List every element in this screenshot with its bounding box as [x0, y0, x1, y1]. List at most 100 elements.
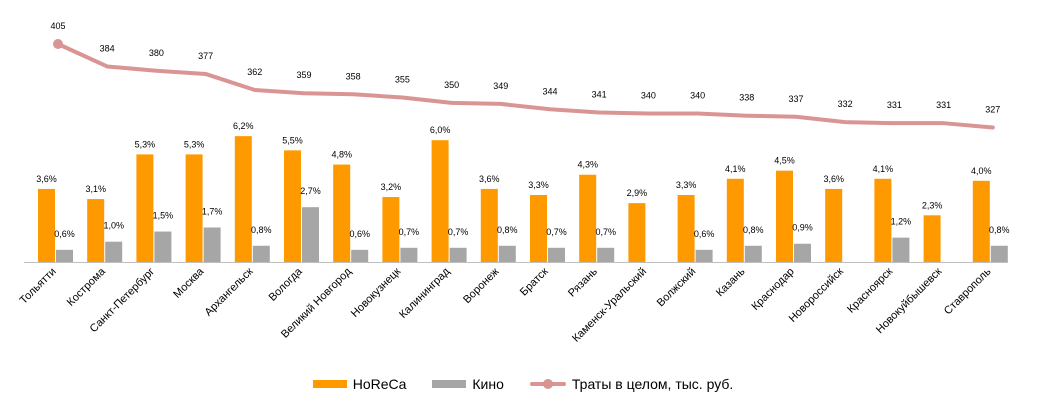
- data-label-horeca: 4,1%: [873, 164, 894, 174]
- data-label-horeca: 6,0%: [430, 125, 451, 135]
- data-label-kino: 0,6%: [54, 229, 75, 239]
- bar-kino: [498, 245, 516, 262]
- data-label-horeca: 3,2%: [381, 182, 402, 192]
- data-label-total: 337: [788, 94, 803, 104]
- legend-label-kino: Кино: [472, 376, 504, 392]
- bar-horeca: [431, 140, 449, 262]
- data-label-horeca: 3,6%: [479, 174, 500, 184]
- bar-horeca: [677, 195, 695, 262]
- data-label-total: 327: [985, 104, 1000, 114]
- data-label-horeca: 3,3%: [528, 180, 549, 190]
- bar-horeca: [726, 178, 744, 262]
- bar-horeca: [333, 164, 351, 262]
- bar-kino: [252, 245, 270, 262]
- data-label-kino: 0,7%: [546, 227, 567, 237]
- data-label-horeca: 2,3%: [922, 200, 943, 210]
- bar-kino: [56, 249, 73, 262]
- legend-item-total: Траты в целом, тыс. руб.: [529, 376, 734, 392]
- data-label-kino: 0,9%: [792, 223, 813, 233]
- data-label-kino: 0,7%: [448, 227, 469, 237]
- bar-horeca: [480, 188, 498, 262]
- bar-kino: [400, 247, 418, 262]
- data-label-horeca: 5,3%: [135, 139, 156, 149]
- data-label-total: 338: [739, 93, 754, 103]
- legend-swatch-horeca: [312, 380, 347, 388]
- bar-kino: [449, 247, 467, 262]
- data-label-horeca: 2,9%: [627, 188, 648, 198]
- bar-kino: [203, 227, 221, 262]
- data-label-kino: 0,6%: [349, 229, 370, 239]
- bar-horeca: [825, 188, 843, 262]
- bar-horeca: [136, 154, 154, 262]
- category-tick-label: Архангельск: [203, 266, 256, 319]
- category-tick-label: Красноярск: [845, 266, 895, 316]
- data-label-total: 349: [493, 81, 508, 91]
- data-label-total: 331: [936, 100, 951, 110]
- data-label-horeca: 4,3%: [577, 160, 598, 170]
- data-label-total: 331: [887, 100, 902, 110]
- legend-label-total: Траты в целом, тыс. руб.: [571, 376, 734, 392]
- data-label-kino: 0,8%: [251, 225, 272, 235]
- data-label-total: 358: [346, 71, 361, 81]
- data-label-horeca: 4,8%: [331, 150, 352, 160]
- data-label-kino: 0,8%: [989, 225, 1010, 235]
- legend-item-horeca: HoReCa: [312, 376, 406, 392]
- data-label-horeca: 4,0%: [971, 166, 992, 176]
- data-label-total: 341: [592, 89, 607, 99]
- category-tick-label: Казань: [714, 265, 748, 299]
- legend-swatch-total: [529, 379, 566, 389]
- bar-horeca: [530, 195, 547, 262]
- data-label-kino: 0,6%: [694, 229, 715, 239]
- category-tick-label: Тольятти: [18, 266, 59, 307]
- category-tick-label: Братск: [518, 266, 551, 299]
- data-label-total: 380: [149, 48, 164, 58]
- category-tick-label: Воронеж: [461, 265, 502, 306]
- data-label-kino: 0,7%: [399, 227, 420, 237]
- bar-kino: [744, 245, 762, 262]
- bar-horeca: [185, 154, 203, 262]
- bar-horeca: [776, 170, 793, 262]
- data-label-total: 384: [100, 43, 115, 53]
- bar-kino: [794, 243, 811, 262]
- bar-kino: [548, 247, 565, 262]
- data-label-kino: 1,7%: [202, 206, 223, 216]
- bar-kino: [302, 207, 319, 262]
- data-label-horeca: 3,6%: [36, 174, 57, 184]
- data-label-total: 350: [444, 80, 459, 90]
- data-label-horeca: 4,5%: [774, 156, 795, 166]
- data-label-horeca: 6,2%: [233, 121, 254, 131]
- data-label-kino: 0,8%: [743, 225, 764, 235]
- data-label-total: 362: [247, 67, 262, 77]
- legend: HoReCa Кино Траты в целом, тыс. руб.: [0, 372, 1046, 396]
- data-label-horeca: 3,6%: [823, 174, 844, 184]
- category-tick-label: Москва: [171, 265, 207, 301]
- bar-kino: [695, 249, 713, 262]
- category-tick-label: Кострома: [65, 265, 109, 309]
- bar-kino: [105, 241, 123, 262]
- bar-kino: [351, 249, 369, 262]
- category-tick-label: Новокузнецк: [349, 266, 403, 320]
- bar-horeca: [972, 180, 990, 262]
- data-label-kino: 0,7%: [595, 227, 616, 237]
- data-label-kino: 1,0%: [103, 221, 124, 231]
- data-label-horeca: 5,3%: [184, 139, 205, 149]
- bar-horeca: [87, 199, 105, 262]
- data-label-total: 332: [838, 99, 853, 109]
- category-tick-label: Краснодар: [750, 266, 797, 313]
- data-label-total: 355: [395, 75, 410, 85]
- bar-horeca: [874, 178, 892, 262]
- data-label-kino: 2,7%: [300, 186, 321, 196]
- bar-kino: [597, 247, 615, 262]
- data-label-kino: 1,2%: [891, 217, 912, 227]
- bar-kino: [154, 231, 172, 262]
- total-series-line: [56, 42, 995, 130]
- bar-horeca: [284, 150, 301, 262]
- data-label-horeca: 3,3%: [676, 180, 697, 190]
- bar-kino: [892, 237, 910, 262]
- data-label-horeca: 4,1%: [725, 164, 746, 174]
- bar-horeca: [234, 136, 252, 262]
- legend-swatch-kino: [432, 380, 467, 388]
- bar-kino: [990, 245, 1008, 262]
- data-label-total: 405: [50, 21, 65, 31]
- bar-horeca: [628, 203, 646, 262]
